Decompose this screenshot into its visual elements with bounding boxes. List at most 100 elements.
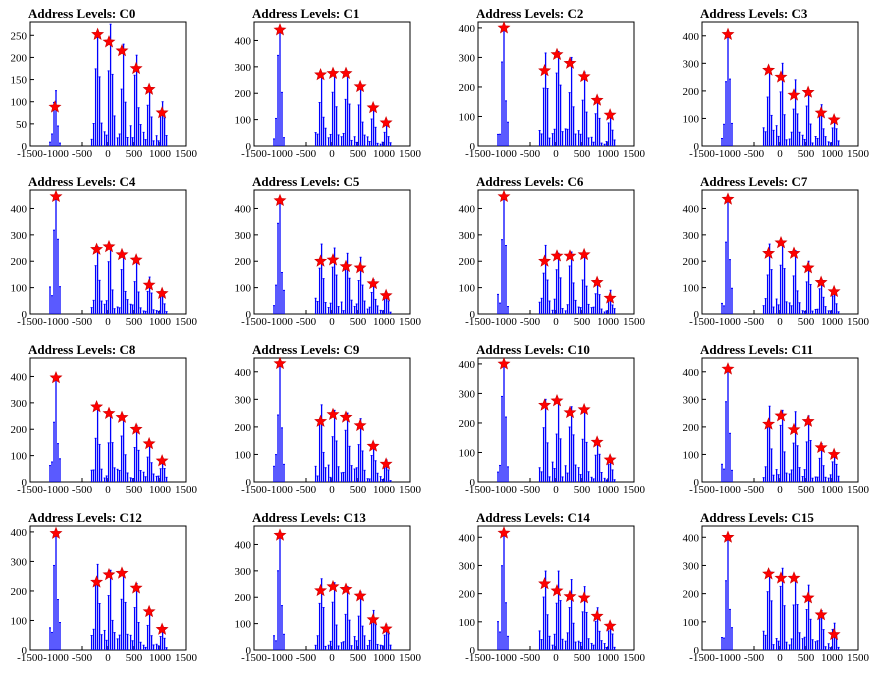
histogram-panel: Address Levels: C11 0 100 200 300 400 -1500 -10…	[683, 342, 870, 496]
peak-marker	[538, 254, 552, 267]
peak-marker	[273, 23, 287, 36]
y-tick-label: 100	[11, 451, 28, 463]
peak-marker	[497, 357, 511, 370]
y-tick-label: 100	[11, 615, 28, 627]
y-tick-label: 100	[683, 449, 700, 461]
peak-marker	[142, 278, 156, 291]
x-tick-label: 1000	[597, 484, 620, 496]
peak-marker	[155, 622, 169, 635]
x-tick-label: -1000	[43, 484, 69, 496]
x-tick-label: -1500	[17, 148, 43, 160]
x-tick-label: -1000	[491, 148, 517, 160]
peak-marker	[379, 622, 393, 635]
x-tick-label: -500	[520, 316, 541, 328]
y-tick-label: 0	[694, 477, 700, 489]
x-tick-label: 1000	[373, 652, 396, 664]
y-tick-label: 300	[235, 394, 252, 406]
y-tick-label: 400	[235, 367, 252, 379]
y-tick-label: 100	[235, 115, 252, 127]
x-tick-label: -1000	[491, 316, 517, 328]
peak-marker	[590, 435, 604, 448]
y-tick-label: 400	[11, 371, 28, 383]
y-tick-label: 0	[22, 309, 28, 321]
x-tick-label: 500	[574, 148, 591, 160]
peak-marker	[801, 260, 815, 274]
x-tick-label: 500	[798, 652, 815, 664]
peak-marker	[538, 398, 552, 411]
y-tick-label: 200	[11, 424, 28, 436]
peak-marker	[801, 85, 815, 98]
peak-marker	[827, 627, 841, 641]
peak-marker	[314, 583, 328, 597]
peak-marker	[762, 63, 776, 76]
x-tick-label: 1500	[175, 484, 198, 496]
peak-marker	[577, 402, 591, 416]
x-tick-label: -1500	[241, 148, 267, 160]
x-tick-label: 1000	[597, 148, 620, 160]
y-tick-label: 300	[683, 394, 700, 406]
peak-marker	[115, 410, 129, 423]
peak-marker	[577, 69, 591, 83]
y-tick-label: 300	[235, 62, 252, 74]
y-tick-label: 100	[11, 283, 28, 295]
y-tick-label: 0	[22, 477, 28, 489]
x-tick-label: 1000	[149, 316, 172, 328]
y-tick-label: 200	[235, 256, 252, 268]
peak-marker	[550, 47, 564, 60]
y-tick-label: 0	[246, 141, 252, 153]
y-tick-label: 50	[16, 119, 28, 131]
x-tick-label: -500	[296, 316, 317, 328]
peak-marker	[550, 249, 564, 262]
peak-marker	[142, 436, 156, 450]
x-tick-label: 1500	[623, 148, 646, 160]
y-tick-label: 0	[246, 477, 252, 489]
histogram-panel: Address Levels: C2 0 100 200 300 400 -1500 -100…	[459, 6, 646, 160]
peak-marker	[273, 356, 287, 370]
x-tick-label: 1000	[821, 652, 844, 664]
y-tick-label: 300	[11, 556, 28, 568]
x-tick-label: -500	[72, 484, 93, 496]
peak-marker	[90, 575, 104, 588]
peak-marker	[577, 247, 591, 261]
x-tick-label: -1500	[689, 148, 715, 160]
peak-marker	[550, 393, 564, 407]
x-tick-label: -500	[72, 652, 93, 664]
y-tick-label: 300	[459, 560, 476, 572]
x-tick-label: 0	[105, 148, 111, 160]
y-tick-label: 100	[11, 97, 28, 109]
y-tick-label: 100	[683, 617, 700, 629]
x-tick-label: 1000	[821, 148, 844, 160]
x-tick-label: 1000	[373, 484, 396, 496]
x-tick-label: -500	[520, 148, 541, 160]
x-tick-label: 500	[350, 652, 367, 664]
peak-marker	[801, 414, 815, 427]
y-tick-label: 400	[459, 203, 476, 215]
x-tick-label: 0	[553, 652, 559, 664]
y-tick-label: 0	[22, 141, 28, 153]
x-tick-label: 1000	[373, 316, 396, 328]
x-tick-label: -1000	[267, 316, 293, 328]
histogram-panel: Address Levels: C0 0 50 100 150 200 250 -1500 -1…	[11, 6, 198, 160]
y-tick-label: 200	[459, 589, 476, 601]
x-tick-label: 500	[798, 148, 815, 160]
x-tick-label: 500	[798, 484, 815, 496]
peak-marker	[379, 288, 393, 302]
x-tick-label: -1500	[17, 316, 43, 328]
x-tick-label: -1000	[267, 652, 293, 664]
y-tick-label: 200	[683, 422, 700, 434]
x-tick-label: -1500	[241, 316, 267, 328]
x-tick-label: 1000	[821, 316, 844, 328]
x-tick-label: -1500	[689, 484, 715, 496]
peak-marker	[603, 453, 617, 466]
peak-marker	[102, 35, 116, 48]
y-tick-label: 400	[459, 532, 476, 544]
y-tick-label: 400	[459, 359, 476, 371]
x-tick-label: -500	[296, 652, 317, 664]
panel-title: Address Levels: C2	[476, 6, 583, 21]
peak-marker	[787, 571, 801, 584]
x-tick-label: -1500	[465, 316, 491, 328]
panel-title: Address Levels: C12	[28, 510, 142, 525]
x-tick-label: -500	[520, 484, 541, 496]
x-tick-label: 1500	[399, 484, 422, 496]
